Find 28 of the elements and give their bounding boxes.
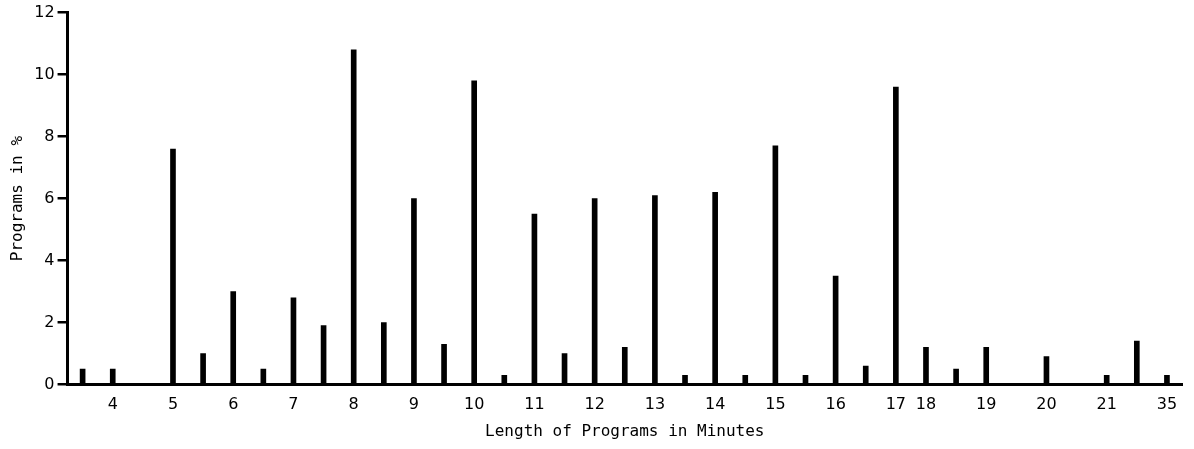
y-tick-label: 2 xyxy=(44,311,55,331)
x-tick-label: 12 xyxy=(584,394,605,414)
x-tick-label: 10 xyxy=(464,394,485,414)
y-tick-label: 10 xyxy=(34,63,55,83)
x-tick-label: 7 xyxy=(288,394,299,414)
x-tick-label: 5 xyxy=(167,394,179,414)
x-tick-label: 14 xyxy=(704,394,726,414)
x-tick-label: 8 xyxy=(348,394,359,414)
x-tick-label: 19 xyxy=(976,394,997,414)
y-tick-label: 8 xyxy=(44,125,55,145)
y-axis-title: Programs in % xyxy=(6,135,26,262)
x-tick-label: 15 xyxy=(765,394,786,414)
x-tick-label: 16 xyxy=(825,394,846,414)
x-tick-label: 17 xyxy=(885,394,907,414)
y-tick-label: 12 xyxy=(34,1,55,21)
x-tick-label: 13 xyxy=(644,394,666,414)
x-tick-label: 18 xyxy=(915,394,937,414)
y-tick-label: 6 xyxy=(44,187,55,207)
x-tick-label: 20 xyxy=(1036,394,1057,414)
y-tick-label: 0 xyxy=(44,373,55,393)
x-tick-label: 35 xyxy=(1156,394,1178,414)
x-tick-label: 9 xyxy=(408,394,420,414)
y-tick-label: 4 xyxy=(44,249,55,269)
x-tick-label: 21 xyxy=(1096,394,1117,414)
x-tick-label: 4 xyxy=(107,394,118,414)
x-axis-title: Length of Programs in Minutes xyxy=(485,420,765,440)
x-tick-label: 6 xyxy=(228,394,239,414)
x-tick-label: 11 xyxy=(524,394,545,414)
